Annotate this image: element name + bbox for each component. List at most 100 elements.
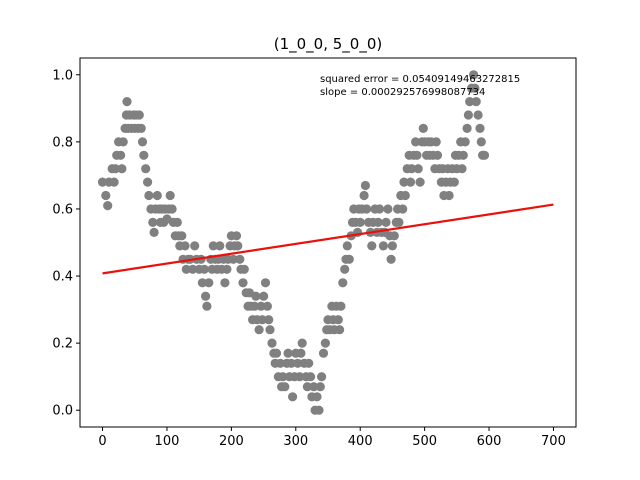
plot-background	[80, 58, 576, 427]
data-point	[394, 217, 404, 227]
data-point	[267, 338, 277, 348]
data-point	[181, 264, 191, 274]
data-point	[101, 190, 111, 201]
data-point	[288, 392, 298, 402]
data-point	[398, 204, 408, 214]
data-point	[389, 231, 399, 241]
data-point	[204, 278, 214, 288]
data-point	[122, 97, 132, 107]
data-point	[262, 301, 272, 311]
data-point	[167, 204, 177, 214]
data-point	[387, 241, 397, 251]
data-point	[275, 358, 285, 368]
data-point	[411, 137, 421, 147]
data-point	[302, 382, 312, 392]
data-point	[317, 372, 327, 382]
data-point	[137, 137, 148, 147]
data-point	[257, 315, 267, 325]
data-point	[265, 325, 275, 335]
x-tick-label: 100	[155, 434, 180, 449]
data-point	[202, 301, 212, 311]
data-point	[314, 405, 324, 415]
data-point	[254, 325, 264, 335]
data-point	[312, 392, 322, 402]
data-point	[338, 278, 348, 288]
x-tick-label: 0	[98, 434, 106, 449]
y-tick-label: 0.2	[52, 337, 73, 352]
data-point	[136, 123, 146, 133]
data-point	[296, 348, 306, 358]
data-point	[460, 137, 470, 147]
data-point	[335, 325, 345, 335]
data-point	[407, 164, 417, 174]
data-point	[293, 358, 303, 368]
data-point	[208, 241, 218, 251]
plot-frame	[79, 57, 577, 428]
x-tick-label: 200	[219, 434, 244, 449]
data-point	[470, 83, 480, 93]
data-point	[405, 177, 416, 187]
data-point	[476, 137, 486, 147]
data-point	[475, 123, 485, 133]
data-point	[201, 291, 211, 301]
data-point	[197, 278, 207, 288]
data-point	[199, 264, 209, 274]
data-point	[469, 70, 479, 80]
data-point	[415, 177, 425, 187]
data-point	[465, 97, 475, 107]
data-point	[362, 204, 372, 214]
data-point	[260, 278, 271, 288]
data-point	[374, 204, 385, 214]
data-point	[444, 190, 454, 201]
y-tick-label: 0.4	[52, 270, 73, 285]
data-point	[231, 231, 242, 241]
data-point	[190, 241, 200, 251]
data-point	[228, 254, 238, 264]
x-tick-label: 500	[412, 434, 437, 449]
data-point	[280, 382, 290, 392]
data-point	[367, 241, 377, 251]
data-point	[471, 97, 481, 107]
data-point	[222, 264, 232, 274]
data-point	[457, 164, 467, 174]
data-point	[342, 241, 352, 251]
x-tick-label: 600	[477, 434, 502, 449]
data-point	[344, 254, 354, 264]
annotation-slope: slope = 0.000292576998087734	[320, 87, 485, 98]
data-point	[340, 264, 350, 274]
data-point	[233, 241, 243, 251]
data-point	[278, 372, 288, 382]
data-point	[386, 254, 396, 264]
data-point	[165, 190, 175, 201]
fit-line	[102, 203, 554, 275]
data-point	[239, 264, 249, 274]
data-point	[462, 123, 472, 133]
data-point	[144, 190, 154, 201]
data-point	[355, 217, 365, 227]
data-point	[251, 291, 261, 301]
x-axis-ticks: 0 100 200 300 400 500 600 700	[98, 427, 566, 449]
data-point	[378, 241, 388, 251]
data-point	[103, 201, 113, 211]
data-point	[177, 231, 187, 241]
data-point	[215, 241, 225, 251]
data-point	[400, 190, 410, 201]
data-point	[149, 227, 159, 237]
data-point	[286, 358, 296, 368]
data-point	[360, 180, 370, 191]
data-point	[320, 338, 330, 348]
data-point	[373, 217, 383, 227]
data-point	[116, 150, 126, 160]
y-tick-label: 0.8	[52, 135, 73, 150]
data-point	[418, 123, 428, 133]
data-point	[399, 177, 409, 187]
data-point	[172, 217, 182, 227]
data-point	[283, 348, 293, 358]
data-point	[238, 278, 248, 288]
data-point	[333, 315, 343, 325]
data-point	[259, 291, 269, 301]
data-point	[431, 137, 441, 147]
data-point	[143, 177, 153, 187]
data-point	[139, 150, 149, 160]
